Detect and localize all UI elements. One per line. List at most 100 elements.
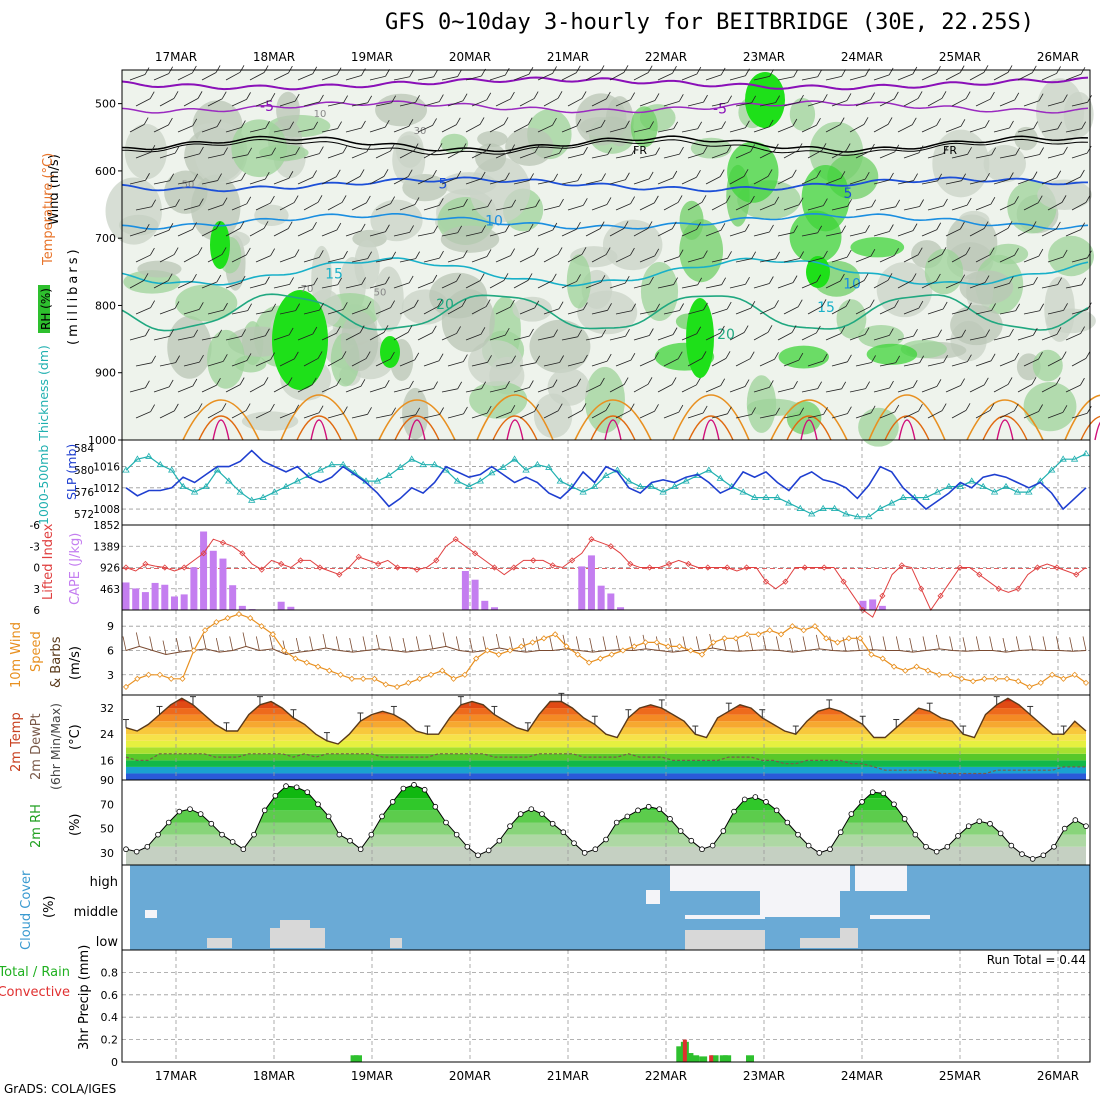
wind-barb-flag: [936, 379, 942, 387]
temp-contour-30: [786, 415, 832, 441]
wind-barb-flag: [743, 325, 749, 333]
rh-point: [357, 846, 364, 853]
rh-point: [219, 831, 225, 838]
wind-barb-flag: [599, 221, 605, 229]
wind-barb-flag: [336, 326, 341, 334]
wind-speed-point: [823, 635, 830, 642]
wind-barb-flag: [967, 147, 972, 155]
wind-barb: [249, 127, 266, 133]
wind-barb-flag: [605, 403, 611, 411]
wind-barb: [489, 124, 505, 133]
wind-barb-flag: [823, 407, 828, 415]
wind-barb: [951, 153, 968, 159]
wind-barb-flag: [599, 65, 605, 73]
wind-barb-flag: [247, 147, 253, 156]
wind-barb-flag: [197, 247, 203, 255]
wind-barb-flag: [265, 328, 270, 336]
wind-barb-staff: [629, 636, 634, 651]
wind-speed-point: [235, 610, 243, 618]
cape-bar: [597, 585, 605, 610]
wind-barb-flag: [769, 276, 774, 284]
wind-barb: [351, 413, 368, 419]
wind-speed-point: [473, 655, 480, 662]
wind-barb: [1047, 153, 1064, 159]
wind-barb-flag: [672, 170, 678, 179]
wind-barb: [273, 177, 290, 185]
rh-point: [421, 786, 428, 793]
wind-barb: [735, 102, 752, 107]
rh-shading: [231, 119, 287, 178]
wind-barb: [615, 99, 631, 107]
wind-barb: [321, 229, 337, 237]
rh-band: [126, 822, 1086, 835]
wind-barb: [465, 388, 482, 393]
wind-barb: [231, 310, 248, 315]
wind-barb-flag: [168, 379, 174, 388]
rh-contour-label: 50: [182, 180, 195, 191]
wind-barb: [969, 282, 986, 289]
wind-barb: [999, 310, 1016, 315]
wind-barb-flag: [846, 249, 852, 258]
wind-speed-point: [687, 647, 694, 654]
wind-barb: [753, 331, 769, 341]
wind-barb: [1047, 309, 1064, 315]
wind-barb: [207, 98, 223, 107]
wind-speed-point: [924, 667, 931, 674]
wind-speed-point: [156, 671, 163, 678]
cape-bar: [869, 599, 877, 610]
rh-point: [891, 801, 897, 808]
wind-barb-flag: [1008, 276, 1014, 284]
wind-barb: [207, 254, 223, 263]
wind-barb: [135, 151, 152, 159]
wind-barb: [855, 255, 872, 263]
wind-barb: [681, 284, 698, 289]
wind-barb: [993, 72, 1009, 81]
wind-barb-flag: [461, 143, 467, 151]
wind-barb-flag: [816, 274, 822, 282]
date-label-top: 22MAR: [645, 50, 687, 64]
wind-barb: [225, 228, 241, 237]
slp-thickness-frame: [121, 439, 1091, 526]
temp-contour-25: [574, 399, 652, 441]
temp-contour-label: 5: [844, 186, 853, 202]
wind-barb-flag: [888, 67, 894, 76]
wind-barb: [345, 230, 362, 237]
wind-barb-flag: [366, 144, 372, 153]
wind-barb-flag: [601, 173, 606, 181]
wind-barb-flag: [1033, 121, 1038, 129]
wind-barb-flag: [895, 199, 901, 208]
wind-barb-flag: [678, 94, 684, 102]
wind-barb: [687, 309, 704, 315]
wind-barb: [465, 333, 482, 341]
rh-shading: [679, 200, 704, 241]
rh-shading: [959, 270, 1014, 305]
wind-barb-flag: [487, 199, 492, 207]
temp-contour-25: [1064, 394, 1100, 441]
wind-barb-staff: [1015, 636, 1020, 651]
wind-barb: [327, 413, 344, 419]
wind-barb: [279, 153, 296, 159]
wind-barb: [633, 128, 650, 133]
thickness-point: [602, 471, 610, 479]
wind-barb-flag: [677, 195, 683, 203]
rh-point: [923, 843, 929, 850]
rh-point: [603, 836, 609, 843]
wind-barb-flag: [895, 355, 901, 363]
wind-barb-flag: [246, 353, 252, 361]
wind-barb-flag: [696, 222, 701, 230]
wind-barb-flag: [439, 250, 444, 259]
wind-barb: [351, 308, 368, 315]
temp-contour-minus10: [121, 76, 1089, 91]
wind-barb-flag: [865, 381, 870, 389]
wind-barb: [1041, 177, 1057, 185]
wind-barb: [945, 72, 961, 81]
wind-barb: [729, 127, 746, 133]
wind-barb-staff: [402, 638, 407, 653]
wind-barb-flag: [791, 169, 797, 177]
wind-barb-flag: [318, 405, 324, 413]
wind-barb-flag: [463, 198, 468, 207]
wind-barb: [543, 308, 560, 315]
wind-barb: [849, 334, 866, 341]
wind-speed-point: [868, 651, 875, 658]
wind-barb-flag: [409, 380, 414, 389]
